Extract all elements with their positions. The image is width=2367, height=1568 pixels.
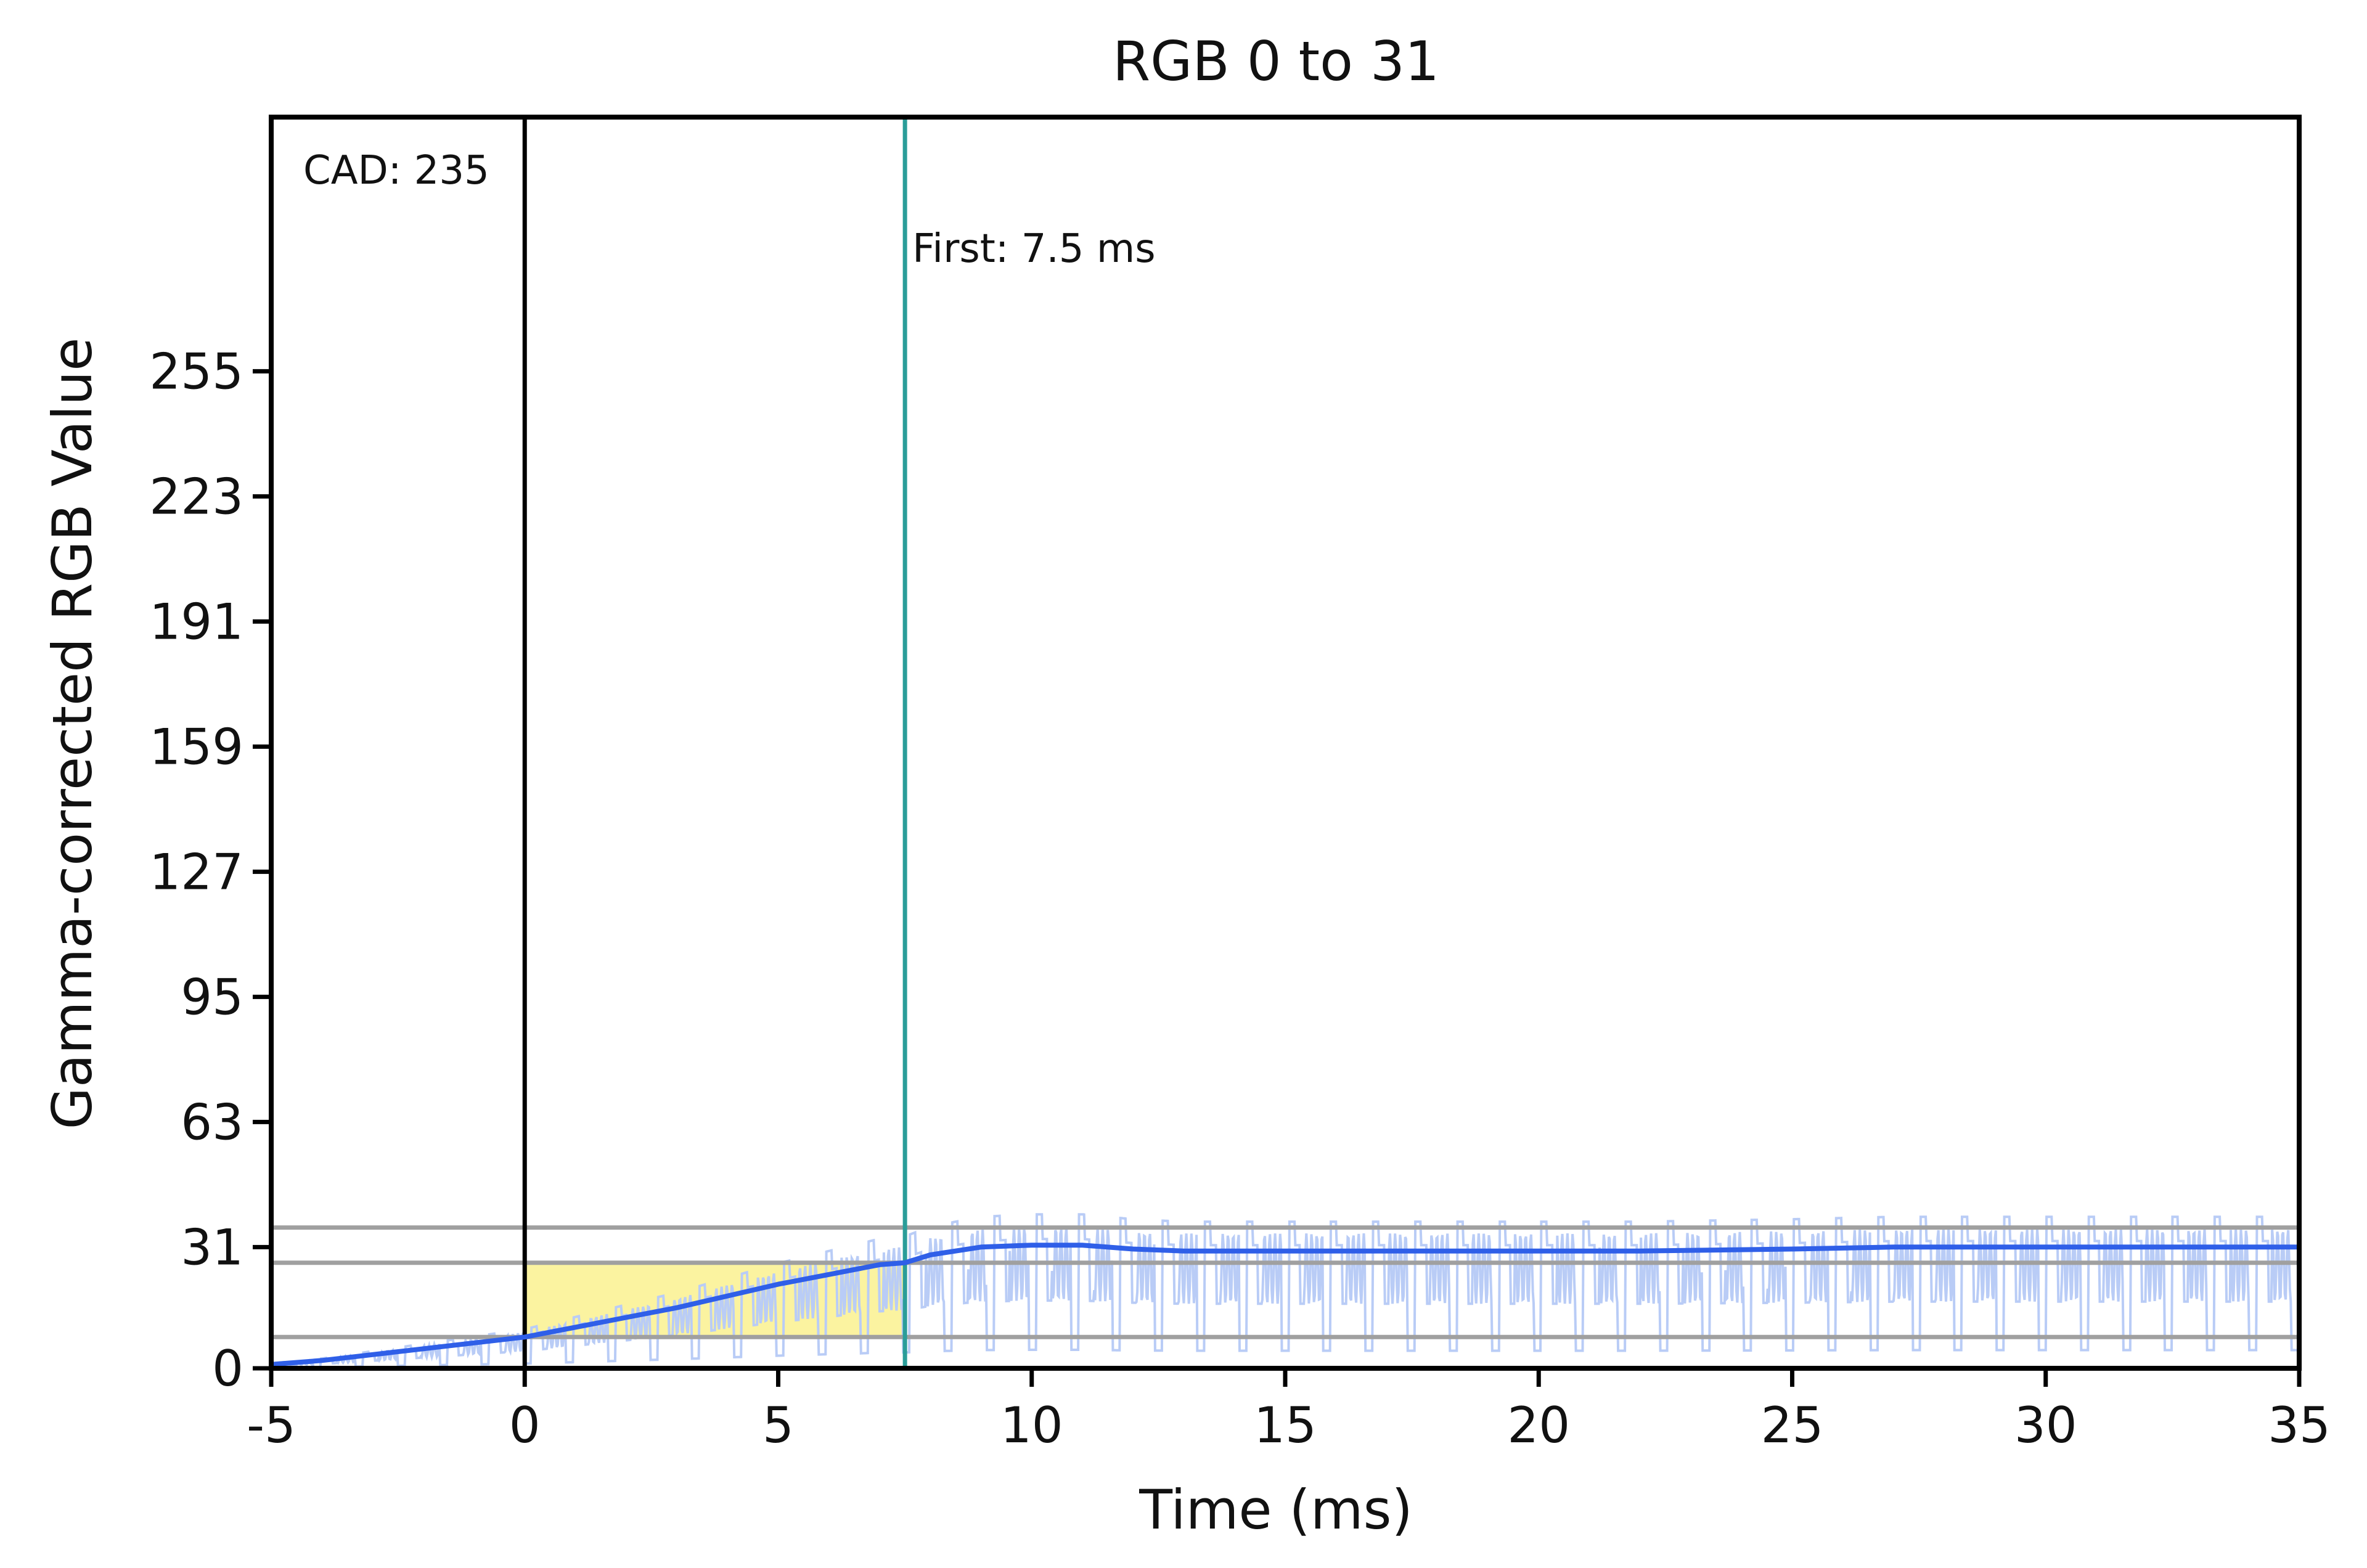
y-tick-label: 191 <box>149 593 243 650</box>
x-tick-label: 10 <box>1000 1397 1063 1454</box>
plot-frame <box>269 115 2302 1371</box>
first-response-annotation: First: 7.5 ms <box>912 226 1155 272</box>
main-series-line <box>271 1243 2299 1367</box>
raw-signal-trace <box>271 1213 2300 1369</box>
x-tick-label: 5 <box>762 1397 794 1454</box>
x-tick-label: 30 <box>2014 1397 2077 1454</box>
y-tick-label: 63 <box>181 1093 243 1151</box>
y-tick-label: 255 <box>149 343 243 400</box>
y-tick-label: 95 <box>181 968 243 1026</box>
x-tick-label: 15 <box>1254 1397 1317 1454</box>
y-tick-label: 31 <box>181 1219 243 1276</box>
x-tick-label: 20 <box>1507 1397 1570 1454</box>
y-tick-label: 127 <box>149 843 243 900</box>
x-tick-label: 35 <box>2268 1397 2331 1454</box>
x-axis-label: Time (ms) <box>1139 1478 1413 1541</box>
y-tick-label: 159 <box>149 718 243 775</box>
y-tick-label: 223 <box>149 468 243 525</box>
x-tick-label: 0 <box>509 1397 541 1454</box>
cad-annotation: CAD: 235 <box>303 148 489 194</box>
x-tick-label: 25 <box>1761 1397 1824 1454</box>
x-tick-label: -5 <box>247 1397 296 1454</box>
chart-title: RGB 0 to 31 <box>1113 30 1439 93</box>
y-axis-label: Gamma-corrected RGB Value <box>41 338 104 1130</box>
y-tick-label: 0 <box>212 1340 243 1397</box>
